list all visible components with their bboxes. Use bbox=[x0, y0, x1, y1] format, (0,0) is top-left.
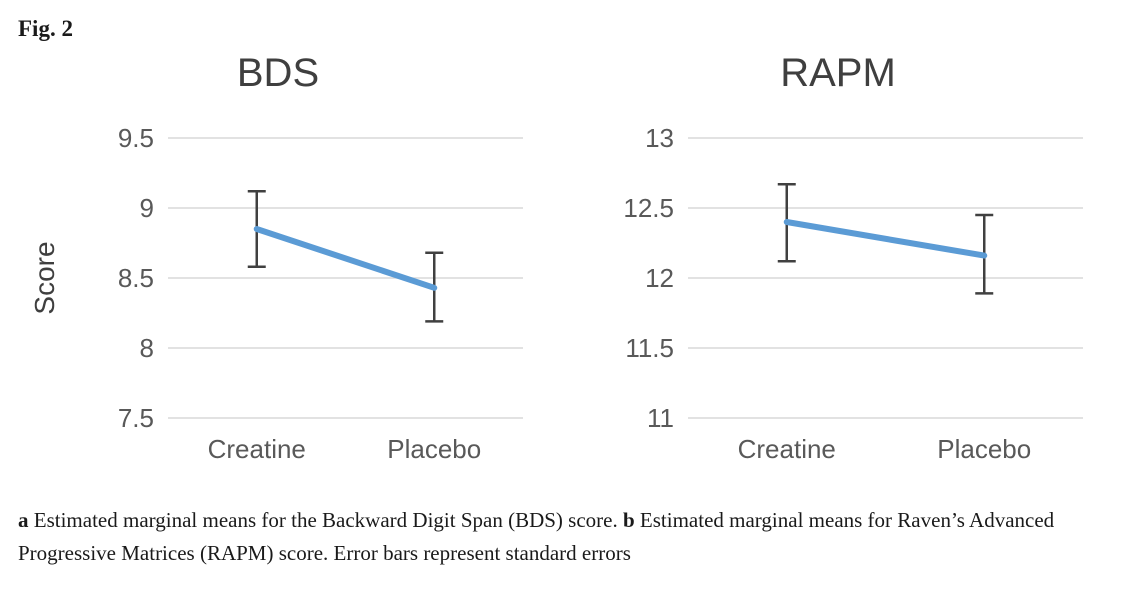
y-tick-label: 7.5 bbox=[118, 403, 154, 433]
figure-caption: a Estimated marginal means for the Backw… bbox=[18, 504, 1104, 569]
y-tick-label: 8.5 bbox=[118, 263, 154, 293]
rapm-chart-title: RAPM bbox=[780, 51, 896, 95]
caption-part-a-text: Estimated marginal means for the Backwar… bbox=[28, 508, 623, 532]
figure-label: Fig. 2 bbox=[18, 16, 73, 41]
bds-chart-title: BDS bbox=[236, 51, 320, 95]
bds-chart: BDS 7.5 8 8.5 9 9.5 Creatine Placebo Score bbox=[18, 46, 538, 492]
y-axis-label: Score bbox=[29, 241, 60, 314]
rapm-chart-plot: 11 11.5 12 12.5 13 Creatine Placebo bbox=[623, 123, 1083, 464]
x-category-label: Placebo bbox=[387, 434, 481, 464]
y-tick-label: 11.5 bbox=[625, 333, 674, 363]
charts-row: BDS 7.5 8 8.5 9 9.5 Creatine Placebo Score RAPM… bbox=[18, 46, 1107, 492]
caption-part-b-text: Estimated marginal means for Raven’s Adv… bbox=[18, 508, 1055, 565]
figure-page: Fig. 2 BDS 7.5 8 8.5 9 9.5 Creatine Placebo Sco… bbox=[18, 16, 1107, 569]
series-line bbox=[783, 219, 988, 259]
x-category-label: Creatine bbox=[738, 434, 836, 464]
caption-part-b-label: b bbox=[622, 508, 635, 532]
y-tick-label: 8 bbox=[140, 333, 154, 363]
y-tick-label: 12.5 bbox=[623, 193, 674, 223]
series-line bbox=[253, 226, 438, 291]
y-tick-label: 11 bbox=[647, 403, 674, 433]
rapm-chart: RAPM 11 11.5 12 12.5 13 Creatine Placebo bbox=[578, 46, 1098, 492]
bds-chart-plot: 7.5 8 8.5 9 9.5 Creatine Placebo Score bbox=[29, 123, 523, 464]
x-category-label: Creatine bbox=[208, 434, 306, 464]
y-tick-label: 9 bbox=[140, 193, 154, 223]
caption-part-a-label: a bbox=[18, 508, 29, 532]
y-tick-label: 9.5 bbox=[118, 123, 154, 153]
y-tick-label: 13 bbox=[645, 123, 674, 153]
y-tick-label: 12 bbox=[645, 263, 674, 293]
x-category-label: Placebo bbox=[937, 434, 1031, 464]
